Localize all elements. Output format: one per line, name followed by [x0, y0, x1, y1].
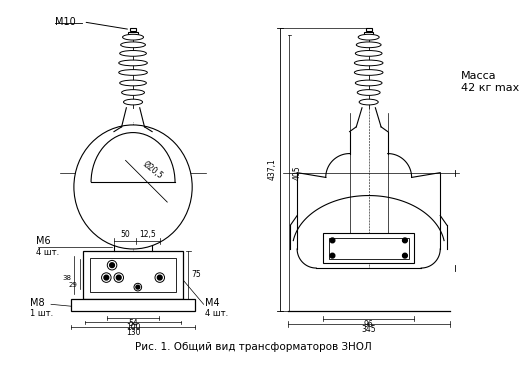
Ellipse shape: [354, 60, 383, 66]
Text: 405: 405: [293, 166, 301, 180]
Ellipse shape: [355, 80, 382, 86]
Ellipse shape: [119, 60, 147, 66]
Text: 345: 345: [361, 325, 376, 334]
Ellipse shape: [120, 51, 146, 56]
Ellipse shape: [120, 42, 145, 48]
Text: М8: М8: [30, 298, 45, 308]
Text: М10: М10: [55, 17, 76, 27]
Bar: [366, 28, 372, 32]
Circle shape: [134, 283, 142, 291]
Text: 29: 29: [69, 282, 78, 288]
Text: 54: 54: [128, 318, 138, 328]
Text: Масса
42 кг max: Масса 42 кг max: [461, 71, 520, 93]
Text: 4 шт.: 4 шт.: [204, 309, 228, 318]
Ellipse shape: [358, 34, 379, 40]
Ellipse shape: [122, 34, 144, 40]
Ellipse shape: [124, 99, 143, 105]
Bar: [323, 233, 414, 263]
Text: Рис. 1. Общий вид трансформаторов ЗНОЛ: Рис. 1. Общий вид трансформаторов ЗНОЛ: [135, 342, 372, 352]
Text: 100: 100: [126, 323, 140, 332]
Circle shape: [155, 273, 165, 282]
Text: М4: М4: [204, 298, 219, 308]
Bar: [128, 32, 138, 36]
Ellipse shape: [74, 125, 192, 249]
Circle shape: [330, 238, 335, 243]
Text: 130: 130: [126, 328, 140, 337]
Circle shape: [402, 238, 407, 243]
Text: 96: 96: [364, 320, 373, 328]
Circle shape: [330, 253, 335, 258]
Text: 75: 75: [191, 270, 201, 279]
Bar: [364, 32, 373, 36]
Text: 437,1: 437,1: [267, 158, 276, 180]
Bar: [83, 251, 183, 299]
Text: 12,5: 12,5: [139, 230, 156, 240]
Circle shape: [114, 273, 124, 282]
Circle shape: [402, 253, 407, 258]
Ellipse shape: [121, 90, 145, 95]
Text: 50: 50: [120, 230, 130, 240]
Bar: [90, 257, 176, 292]
Text: 1 шт.: 1 шт.: [30, 309, 53, 318]
Text: М6: М6: [36, 236, 50, 246]
Circle shape: [157, 275, 162, 280]
Text: Ø20,5: Ø20,5: [140, 159, 164, 180]
Ellipse shape: [119, 70, 147, 76]
Circle shape: [104, 275, 109, 280]
Bar: [71, 299, 195, 311]
Ellipse shape: [359, 99, 378, 105]
Circle shape: [116, 275, 121, 280]
Circle shape: [110, 263, 115, 267]
Text: 4 шт.: 4 шт.: [36, 248, 59, 257]
Circle shape: [136, 285, 140, 289]
Ellipse shape: [357, 90, 380, 95]
Bar: [130, 28, 136, 32]
Ellipse shape: [354, 70, 383, 76]
Ellipse shape: [355, 51, 382, 56]
Text: 38: 38: [62, 275, 71, 280]
Ellipse shape: [356, 42, 381, 48]
Ellipse shape: [120, 80, 146, 86]
Bar: [328, 237, 409, 259]
Circle shape: [101, 273, 111, 282]
Circle shape: [107, 260, 117, 270]
